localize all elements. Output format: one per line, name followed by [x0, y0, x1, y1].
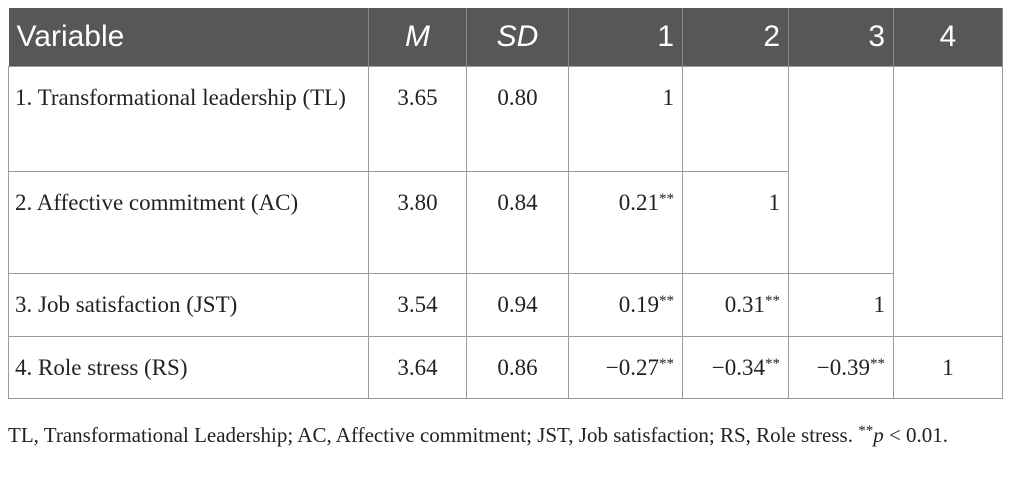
- variable-cell: 4. Role stress (RS): [8, 336, 369, 399]
- variable-cell: 1. Transformational leadership (TL): [8, 66, 369, 172]
- note-text: TL, Transformational Leadership; AC, Aff…: [8, 423, 859, 447]
- value-cell: 1: [568, 66, 683, 172]
- note-threshold: < 0.01.: [883, 423, 949, 447]
- variable-cell: 2. Affective commitment (AC): [8, 171, 369, 274]
- value-cell: 1: [788, 273, 894, 337]
- column-header: M: [368, 8, 467, 67]
- significance-marker: **: [765, 356, 780, 372]
- column-header: 3: [788, 8, 894, 67]
- table-body: 1. Transformational leadership (TL) 3.65 0…: [8, 66, 1003, 399]
- significance-marker: **: [870, 356, 885, 372]
- empty-cell: [682, 66, 789, 172]
- value-cell: 0.86: [466, 336, 569, 399]
- value-cell: 1: [893, 336, 1003, 399]
- column-header: SD: [466, 8, 569, 67]
- value-cell: 3.64: [368, 336, 467, 399]
- table-row: 1. Transformational leadership (TL) 3.65 0…: [8, 66, 1003, 337]
- value-cell: 0.19**: [568, 273, 683, 337]
- significance-marker: **: [659, 191, 674, 207]
- header-row: Variable M SD 1 2 3 4: [8, 8, 1003, 67]
- value-cell: −0.34**: [682, 336, 789, 399]
- column-header: 4: [893, 8, 1003, 67]
- column-header: 2: [682, 8, 789, 67]
- value-cell: 3.65: [368, 66, 467, 172]
- significance-marker: **: [765, 293, 780, 309]
- significance-marker: **: [659, 293, 674, 309]
- table-row: 4. Role stress (RS) 3.64 0.86 −0.27** −0.34*…: [8, 336, 1003, 399]
- value-cell: 3.80: [368, 171, 467, 274]
- note-symbol: p: [873, 423, 884, 447]
- value-cell: 0.80: [466, 66, 569, 172]
- table-note: TL, Transformational Leadership; AC, Aff…: [8, 420, 1008, 451]
- variable-cell: 3. Job satisfaction (JST): [8, 273, 369, 337]
- table-row: 3. Job satisfaction (JST) 3.54 0.94 0.19** 0…: [8, 273, 1003, 337]
- value-cell: 0.84: [466, 171, 569, 274]
- value-cell: 0.21**: [568, 171, 683, 274]
- value-cell: 3.54: [368, 273, 467, 337]
- correlation-table: Variable M SD 1 2 3 4 1. Transformational lead…: [8, 8, 1003, 399]
- value-cell: −0.27**: [568, 336, 683, 399]
- column-header: Variable: [8, 8, 369, 67]
- table-wrap: Variable M SD 1 2 3 4 1. Transformational lead…: [8, 8, 1003, 399]
- value-cell: 0.94: [466, 273, 569, 337]
- value-cell: 1: [682, 171, 789, 274]
- note-marker: **: [858, 423, 874, 439]
- significance-marker: **: [659, 356, 674, 372]
- column-header: 1: [568, 8, 683, 67]
- empty-cell: [788, 66, 894, 274]
- value-cell: 0.31**: [682, 273, 789, 337]
- empty-cell: [893, 66, 1003, 337]
- value-cell: −0.39**: [788, 336, 894, 399]
